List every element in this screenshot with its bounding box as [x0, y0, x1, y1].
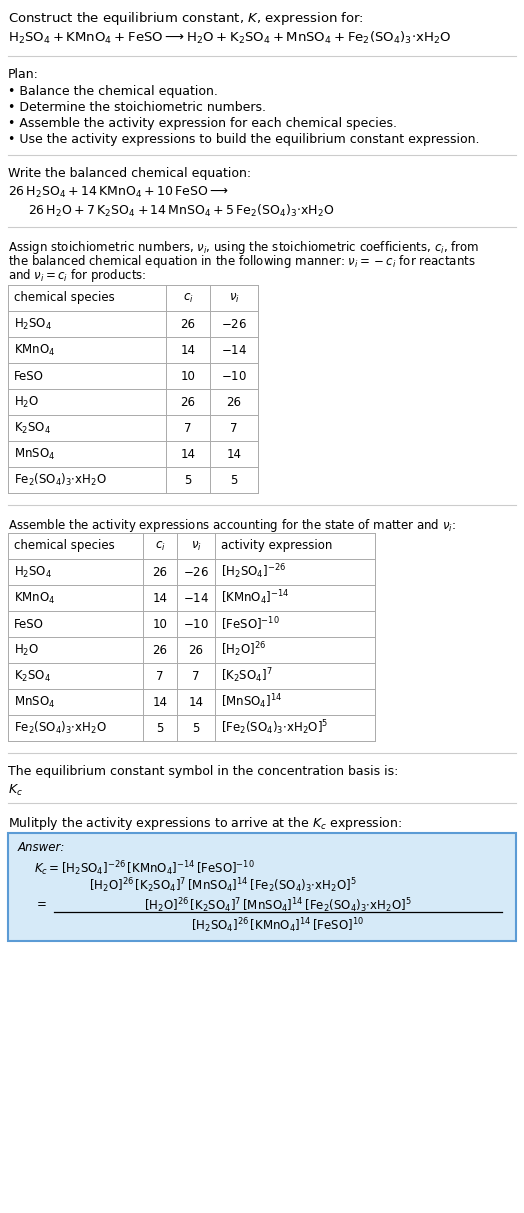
Text: Construct the equilibrium constant, $K$, expression for:: Construct the equilibrium constant, $K$,…	[8, 10, 364, 27]
Text: 14: 14	[152, 592, 168, 604]
Text: $\mathrm{MnSO_4}$: $\mathrm{MnSO_4}$	[14, 695, 55, 710]
Text: $-14$: $-14$	[221, 343, 247, 357]
Text: • Determine the stoichiometric numbers.: • Determine the stoichiometric numbers.	[8, 101, 266, 114]
Text: 10: 10	[152, 617, 168, 631]
Text: FeSO: FeSO	[14, 617, 44, 631]
Text: $\mathrm{MnSO_4}$: $\mathrm{MnSO_4}$	[14, 446, 55, 462]
Text: $-26$: $-26$	[183, 565, 209, 579]
Text: $\mathrm{Fe_2(SO_4)_3{\cdot}xH_2O}$: $\mathrm{Fe_2(SO_4)_3{\cdot}xH_2O}$	[14, 721, 107, 736]
Text: $\mathrm{H_2SO_4 + KMnO_4 + FeSO} \longrightarrow \mathrm{H_2O + K_2SO_4 + MnSO_: $\mathrm{H_2SO_4 + KMnO_4 + FeSO} \longr…	[8, 30, 451, 46]
Text: 5: 5	[231, 473, 238, 486]
Text: $-14$: $-14$	[183, 592, 209, 604]
Text: $c_i$: $c_i$	[155, 540, 166, 553]
Text: 26: 26	[226, 395, 242, 409]
Text: 5: 5	[192, 722, 200, 735]
Text: Assign stoichiometric numbers, $\nu_i$, using the stoichiometric coefficients, $: Assign stoichiometric numbers, $\nu_i$, …	[8, 239, 479, 256]
Text: and $\nu_i = c_i$ for products:: and $\nu_i = c_i$ for products:	[8, 267, 146, 284]
Text: $\nu_i$: $\nu_i$	[228, 291, 239, 304]
Text: $\mathrm{KMnO_4}$: $\mathrm{KMnO_4}$	[14, 342, 56, 358]
Text: $26\,\mathrm{H_2O + 7\,K_2SO_4 + 14\,MnSO_4 + 5\,Fe_2(SO_4)_3{\cdot}xH_2O}$: $26\,\mathrm{H_2O + 7\,K_2SO_4 + 14\,MnS…	[28, 203, 334, 220]
Text: chemical species: chemical species	[14, 540, 115, 552]
Text: Plan:: Plan:	[8, 68, 39, 81]
Text: $26\,\mathrm{H_2SO_4 + 14\,KMnO_4 + 10\,FeSO} \longrightarrow$: $26\,\mathrm{H_2SO_4 + 14\,KMnO_4 + 10\,…	[8, 186, 229, 200]
Text: $\mathrm{KMnO_4}$: $\mathrm{KMnO_4}$	[14, 591, 56, 605]
Text: FeSO: FeSO	[14, 370, 44, 382]
Text: $[\mathrm{FeSO}]^{-10}$: $[\mathrm{FeSO}]^{-10}$	[221, 615, 280, 633]
Text: 7: 7	[184, 421, 192, 434]
Text: The equilibrium constant symbol in the concentration basis is:: The equilibrium constant symbol in the c…	[8, 765, 398, 778]
Text: $[\mathrm{H_2SO_4}]^{26}\,[\mathrm{KMnO_4}]^{14}\,[\mathrm{FeSO}]^{10}$: $[\mathrm{H_2SO_4}]^{26}\,[\mathrm{KMnO_…	[191, 916, 365, 935]
Text: $[\mathrm{KMnO_4}]^{-14}$: $[\mathrm{KMnO_4}]^{-14}$	[221, 588, 289, 608]
Text: $[\mathrm{Fe_2(SO_4)_3{\cdot}xH_2O}]^{5}$: $[\mathrm{Fe_2(SO_4)_3{\cdot}xH_2O}]^{5}…	[221, 718, 328, 738]
Text: Write the balanced chemical equation:: Write the balanced chemical equation:	[8, 167, 251, 180]
Text: 26: 26	[180, 395, 195, 409]
Text: $K_c = [\mathrm{H_2SO_4}]^{-26}\,[\mathrm{KMnO_4}]^{-14}\,[\mathrm{FeSO}]^{-10}$: $K_c = [\mathrm{H_2SO_4}]^{-26}\,[\mathr…	[34, 859, 255, 878]
Text: 14: 14	[180, 343, 195, 357]
Text: 10: 10	[181, 370, 195, 382]
Text: $\mathrm{Fe_2(SO_4)_3{\cdot}xH_2O}$: $\mathrm{Fe_2(SO_4)_3{\cdot}xH_2O}$	[14, 472, 107, 488]
Text: $-10$: $-10$	[183, 617, 209, 631]
Text: $-10$: $-10$	[221, 370, 247, 382]
Text: Mulitply the activity expressions to arrive at the $K_c$ expression:: Mulitply the activity expressions to arr…	[8, 815, 402, 832]
Text: $\mathrm{K_2SO_4}$: $\mathrm{K_2SO_4}$	[14, 421, 51, 435]
Text: the balanced chemical equation in the following manner: $\nu_i = -c_i$ for react: the balanced chemical equation in the fo…	[8, 254, 476, 270]
Text: 7: 7	[230, 421, 238, 434]
Text: $[\mathrm{H_2SO_4}]^{-26}$: $[\mathrm{H_2SO_4}]^{-26}$	[221, 563, 286, 581]
Text: $=$: $=$	[34, 896, 47, 909]
Text: $-26$: $-26$	[221, 318, 247, 330]
Text: 26: 26	[152, 565, 168, 579]
Text: $[\mathrm{K_2SO_4}]^{7}$: $[\mathrm{K_2SO_4}]^{7}$	[221, 667, 272, 685]
Text: 26: 26	[180, 318, 195, 330]
Text: 5: 5	[156, 722, 163, 735]
Text: $c_i$: $c_i$	[183, 291, 193, 304]
Text: $\mathrm{H_2O}$: $\mathrm{H_2O}$	[14, 394, 39, 410]
Text: $[\mathrm{H_2O}]^{26}\,[\mathrm{K_2SO_4}]^{7}\,[\mathrm{MnSO_4}]^{14}\,[\mathrm{: $[\mathrm{H_2O}]^{26}\,[\mathrm{K_2SO_4}…	[144, 896, 412, 915]
Text: 26: 26	[152, 644, 168, 656]
Text: $\mathrm{K_2SO_4}$: $\mathrm{K_2SO_4}$	[14, 668, 51, 684]
Text: • Use the activity expressions to build the equilibrium constant expression.: • Use the activity expressions to build …	[8, 133, 479, 146]
FancyBboxPatch shape	[8, 833, 516, 941]
Text: • Assemble the activity expression for each chemical species.: • Assemble the activity expression for e…	[8, 116, 397, 130]
Text: $K_c$: $K_c$	[8, 784, 23, 798]
Text: 14: 14	[226, 448, 242, 461]
Text: chemical species: chemical species	[14, 291, 115, 304]
Text: 14: 14	[180, 448, 195, 461]
Text: Answer:: Answer:	[18, 841, 66, 854]
Text: 5: 5	[184, 473, 192, 486]
Text: $\mathrm{H_2O}$: $\mathrm{H_2O}$	[14, 643, 39, 657]
Text: Assemble the activity expressions accounting for the state of matter and $\nu_i$: Assemble the activity expressions accoun…	[8, 517, 456, 534]
Text: 7: 7	[156, 670, 163, 683]
Text: activity expression: activity expression	[221, 540, 332, 552]
Text: $\mathrm{H_2SO_4}$: $\mathrm{H_2SO_4}$	[14, 564, 52, 580]
Text: $[\mathrm{H_2O}]^{26}\,[\mathrm{K_2SO_4}]^{7}\,[\mathrm{MnSO_4}]^{14}\,[\mathrm{: $[\mathrm{H_2O}]^{26}\,[\mathrm{K_2SO_4}…	[89, 876, 357, 895]
Text: $[\mathrm{H_2O}]^{26}$: $[\mathrm{H_2O}]^{26}$	[221, 640, 266, 660]
Text: 14: 14	[189, 695, 203, 708]
Text: $\nu_i$: $\nu_i$	[191, 540, 201, 553]
Text: $\mathrm{H_2SO_4}$: $\mathrm{H_2SO_4}$	[14, 317, 52, 331]
Text: • Balance the chemical equation.: • Balance the chemical equation.	[8, 85, 218, 98]
Text: 14: 14	[152, 695, 168, 708]
Text: 26: 26	[189, 644, 203, 656]
Text: $[\mathrm{MnSO_4}]^{14}$: $[\mathrm{MnSO_4}]^{14}$	[221, 693, 282, 711]
Text: 7: 7	[192, 670, 200, 683]
